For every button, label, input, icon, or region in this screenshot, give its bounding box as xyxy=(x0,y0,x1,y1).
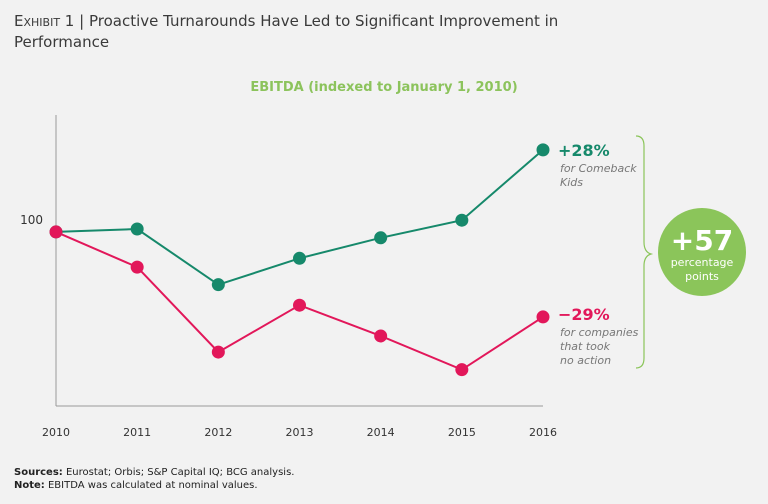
title-separator: | xyxy=(74,12,89,30)
difference-circle xyxy=(658,208,746,296)
data-point xyxy=(455,363,469,377)
data-point xyxy=(49,225,63,239)
data-point xyxy=(374,231,388,245)
data-point xyxy=(130,260,144,274)
note-label: Note: xyxy=(14,480,45,491)
note-text: EBITDA was calculated at nominal values. xyxy=(44,480,258,491)
x-tick-label: 2012 xyxy=(204,426,232,439)
data-point xyxy=(536,143,550,157)
title-text: Proactive Turnarounds Have Led to Signif… xyxy=(14,12,559,51)
x-tick-label: 2010 xyxy=(42,426,70,439)
chart-title: EBITDA (indexed to January 1, 2010) xyxy=(250,80,518,95)
note-line: Note: EBITDA was calculated at nominal v… xyxy=(14,479,294,492)
sources-text: Eurostat; Orbis; S&P Capital IQ; BCG ana… xyxy=(62,467,295,478)
x-tick-label: 2015 xyxy=(448,426,476,439)
green-annotation-text: for Comeback xyxy=(560,162,637,175)
footnotes: Sources: Eurostat; Orbis; S&P Capital IQ… xyxy=(14,466,294,492)
difference-value: +57 xyxy=(671,224,733,257)
red-annotation-text: that took xyxy=(560,340,611,353)
green-value-label: +28% xyxy=(558,141,610,160)
red-value-label: −29% xyxy=(558,305,610,324)
x-tick-label: 2011 xyxy=(123,426,151,439)
difference-caption: percentage xyxy=(671,256,734,269)
data-point xyxy=(455,213,469,227)
red-annotation-text: no action xyxy=(560,354,611,367)
y-tick-label: 100 xyxy=(20,213,43,227)
data-point xyxy=(536,310,550,324)
data-point xyxy=(374,329,388,343)
sources-line: Sources: Eurostat; Orbis; S&P Capital IQ… xyxy=(14,466,294,479)
red-annotation-text: for companies xyxy=(560,326,639,339)
data-point xyxy=(130,222,144,236)
brace xyxy=(635,135,654,369)
exhibit-title: Exhibit 1 | Proactive Turnarounds Have L… xyxy=(14,11,574,53)
data-point xyxy=(211,278,225,292)
difference-caption: points xyxy=(685,270,719,283)
x-tick-label: 2016 xyxy=(529,426,557,439)
data-point xyxy=(211,345,225,359)
green-annotation-text: Kids xyxy=(560,176,583,189)
data-point xyxy=(293,298,306,312)
x-tick-label: 2013 xyxy=(286,426,314,439)
exhibit-label: Exhibit 1 xyxy=(14,12,75,30)
x-tick-label: 2014 xyxy=(367,426,395,439)
sources-label: Sources: xyxy=(14,467,63,478)
data-point xyxy=(293,251,306,265)
